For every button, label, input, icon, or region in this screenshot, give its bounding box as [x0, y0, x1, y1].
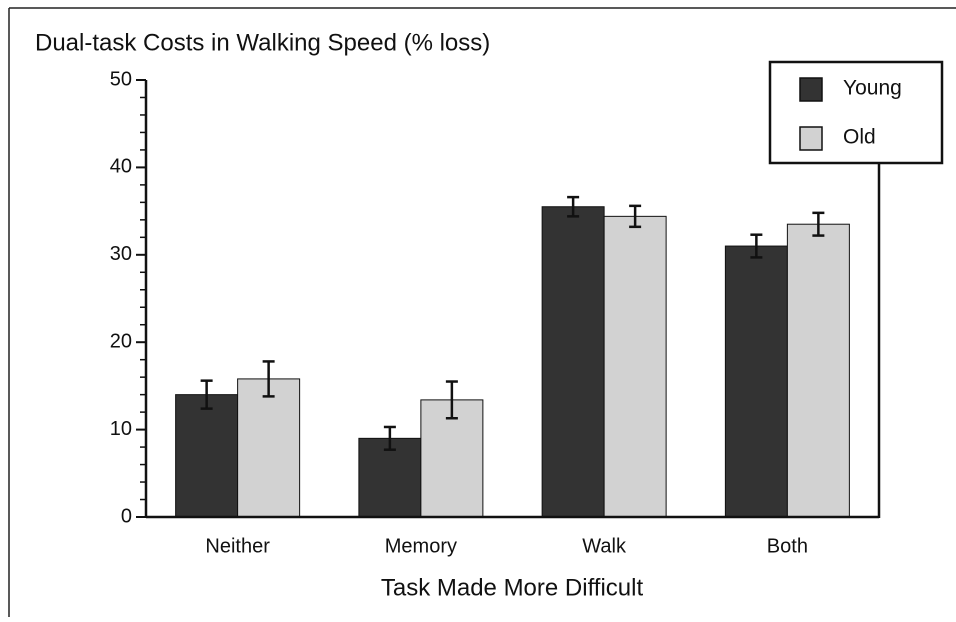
- y-tick-label: 0: [121, 505, 132, 527]
- x-tick-label: Both: [767, 535, 808, 557]
- legend-swatch: [799, 77, 823, 102]
- y-tick-label: 40: [110, 156, 132, 178]
- x-tick-label: Memory: [385, 535, 457, 557]
- y-tick-label: 10: [110, 418, 132, 440]
- bar: [175, 394, 239, 518]
- x-tick-label: Neither: [205, 535, 270, 557]
- bar: [541, 206, 605, 518]
- legend-label: Young: [843, 77, 902, 100]
- y-tick-label: 20: [110, 330, 132, 352]
- y-tick-label: 30: [110, 243, 132, 265]
- y-tick-label: 50: [110, 68, 132, 90]
- error-bar: [200, 379, 213, 410]
- legend-label: Old: [843, 126, 876, 149]
- bar: [786, 223, 850, 518]
- bar: [724, 245, 788, 518]
- chart-title: Dual-task Costs in Walking Speed (% loss…: [35, 29, 490, 56]
- error-bar: [262, 360, 275, 398]
- x-axis-label: Task Made More Difficult: [381, 574, 644, 601]
- bar: [603, 215, 667, 518]
- error-bar: [383, 425, 396, 451]
- x-tick-label: Walk: [582, 535, 627, 557]
- error-bar: [812, 211, 825, 237]
- bar: [237, 378, 301, 518]
- error-bar: [629, 204, 642, 229]
- legend-box: [768, 60, 944, 165]
- error-bar: [445, 380, 458, 420]
- error-bar: [567, 195, 580, 218]
- error-bar: [750, 233, 763, 259]
- legend-swatch: [799, 126, 823, 151]
